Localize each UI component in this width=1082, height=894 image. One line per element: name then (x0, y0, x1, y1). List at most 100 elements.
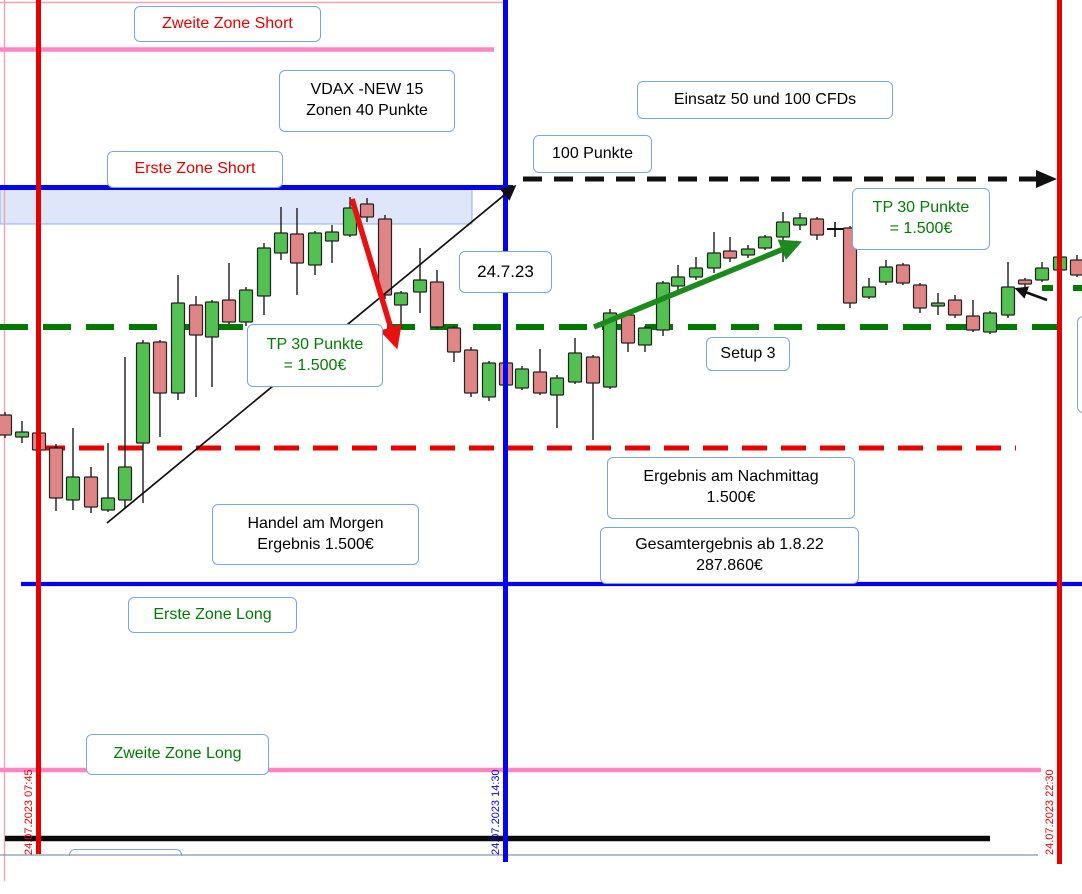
candle-up (256, 247, 272, 297)
candle-up (757, 236, 773, 249)
candle-up (549, 377, 565, 396)
candle-up (602, 312, 618, 388)
candle-up (637, 327, 653, 346)
label-text: 287.860€ (696, 556, 763, 574)
label-text: Zonen 40 Punkte (306, 102, 428, 119)
hundred-points-arrowhead (1036, 170, 1057, 188)
candle-up (273, 232, 289, 254)
candle-down (83, 476, 99, 508)
label-text: 24.7.23 (477, 261, 534, 281)
label-100-punkte[interactable]: 100 Punkte (533, 135, 652, 173)
candle-down (809, 218, 825, 236)
label-vdax-title[interactable]: VDAX -NEW 15 Zonen 40 Punkte (279, 70, 455, 132)
label-text: 1.500€ (706, 489, 756, 506)
label-date-24-7-23[interactable]: 24.7.23 (459, 251, 552, 293)
candle-down (1017, 279, 1033, 285)
candle-up (982, 312, 998, 333)
label-text: = 1.500€ (889, 220, 953, 237)
label-tp-30-punkte-afternoon[interactable]: TP 30 Punkte = 1.500€ (852, 188, 990, 250)
label-handel-am-morgen[interactable]: Handel am Morgen Ergebnis 1.500€ (212, 504, 419, 565)
candle-down (585, 356, 601, 384)
entry-pointer-arrow (1014, 286, 1048, 302)
label-zweite-zone-long[interactable]: Zweite Zone Long (86, 734, 269, 775)
candle-up (481, 362, 497, 398)
label-text: Einsatz 50 und 100 CFDs (673, 90, 857, 108)
candle-up (740, 248, 756, 256)
candle-up (930, 302, 946, 307)
label-text: Zweite Zone Short (162, 14, 293, 32)
label-clipped-right[interactable] (1077, 316, 1082, 413)
candlestick-series (0, 197, 1082, 513)
candle-down (620, 314, 636, 344)
candle-up (412, 279, 428, 293)
label-text: Handel am Morgen (247, 514, 384, 532)
vline-time-label-afternoon: 24.07.2023 14:30 (490, 769, 502, 855)
candle-up (775, 221, 791, 238)
candle-up (238, 289, 254, 323)
candle-up (688, 267, 704, 278)
candle-up (1000, 286, 1016, 316)
label-gesamtergebnis[interactable]: Gesamtergebnis ab 1.8.22 287.860€ (600, 527, 859, 584)
candle-up (65, 476, 81, 501)
candle-down (1069, 259, 1082, 276)
vline-time-label-evening: 24.07.2023 22:30 (1044, 769, 1056, 855)
label-text: Ergebnis 1.500€ (257, 535, 374, 553)
label-erste-zone-long[interactable]: Erste Zone Long (128, 597, 297, 633)
candle-up (567, 352, 583, 383)
candle-down (188, 304, 204, 336)
candle-down (221, 299, 237, 323)
candle-up (861, 286, 877, 298)
candle-down (947, 299, 963, 316)
label-text: Erste Zone Long (153, 605, 272, 623)
candle-down (359, 203, 375, 218)
erste-zone-short-band (0, 186, 473, 225)
candle-up (706, 252, 722, 269)
candle-down (429, 281, 445, 328)
candle-up (514, 368, 530, 389)
candle-up (324, 231, 340, 242)
label-tp-30-punkte-morning[interactable]: TP 30 Punkte = 1.500€ (247, 324, 383, 387)
candle-up (170, 302, 186, 394)
label-text: Ergebnis am Nachmittag (643, 468, 819, 486)
label-text: Gesamtergebnis ab 1.8.22 (635, 535, 824, 553)
label-text: = 1.500€ (283, 356, 347, 374)
label-setup-3[interactable]: Setup 3 (706, 337, 790, 371)
candle-down (532, 371, 548, 394)
candle-down (895, 264, 911, 284)
candle-up (117, 466, 133, 501)
candle-down (912, 284, 928, 309)
short-trade-arrow (349, 198, 402, 350)
candle-down (965, 315, 981, 331)
candle-down (446, 327, 462, 353)
candle-up (204, 301, 220, 338)
label-text: 100 Punkte (552, 144, 633, 162)
candle-up (792, 217, 808, 226)
candle-up (100, 497, 116, 511)
candle-up (393, 292, 409, 306)
label-text: TP 30 Punkte (266, 335, 364, 353)
candle-up (670, 276, 686, 287)
label-erste-zone-short[interactable]: Erste Zone Short (107, 151, 283, 188)
label-text: VDAX -NEW 15 (310, 81, 424, 99)
candle-down (377, 218, 393, 296)
candle-down (722, 250, 738, 259)
candle-down (48, 447, 64, 499)
label-text: Setup 3 (720, 344, 776, 362)
label-clipped-bottom[interactable] (69, 849, 182, 856)
candle-up (14, 431, 30, 438)
candle-up (135, 342, 151, 444)
label-zweite-zone-short[interactable]: Zweite Zone Short (134, 6, 321, 42)
label-text: Erste Zone Short (134, 160, 256, 178)
candle-down (152, 341, 168, 394)
candle-down (463, 349, 479, 394)
label-ergebnis-nachmittag[interactable]: Ergebnis am Nachmittag 1.500€ (607, 457, 855, 519)
label-text: TP 30 Punkte (872, 199, 970, 217)
candle-up (655, 282, 671, 331)
vline-time-label-morning: 24.07.2023 07:45 (23, 769, 35, 855)
label-text: Zweite Zone Long (113, 745, 242, 763)
long-trade-arrow (592, 239, 803, 330)
candle-up (878, 266, 894, 283)
label-einsatz-cfds[interactable]: Einsatz 50 und 100 CFDs (637, 81, 893, 119)
candle-down (0, 414, 13, 436)
